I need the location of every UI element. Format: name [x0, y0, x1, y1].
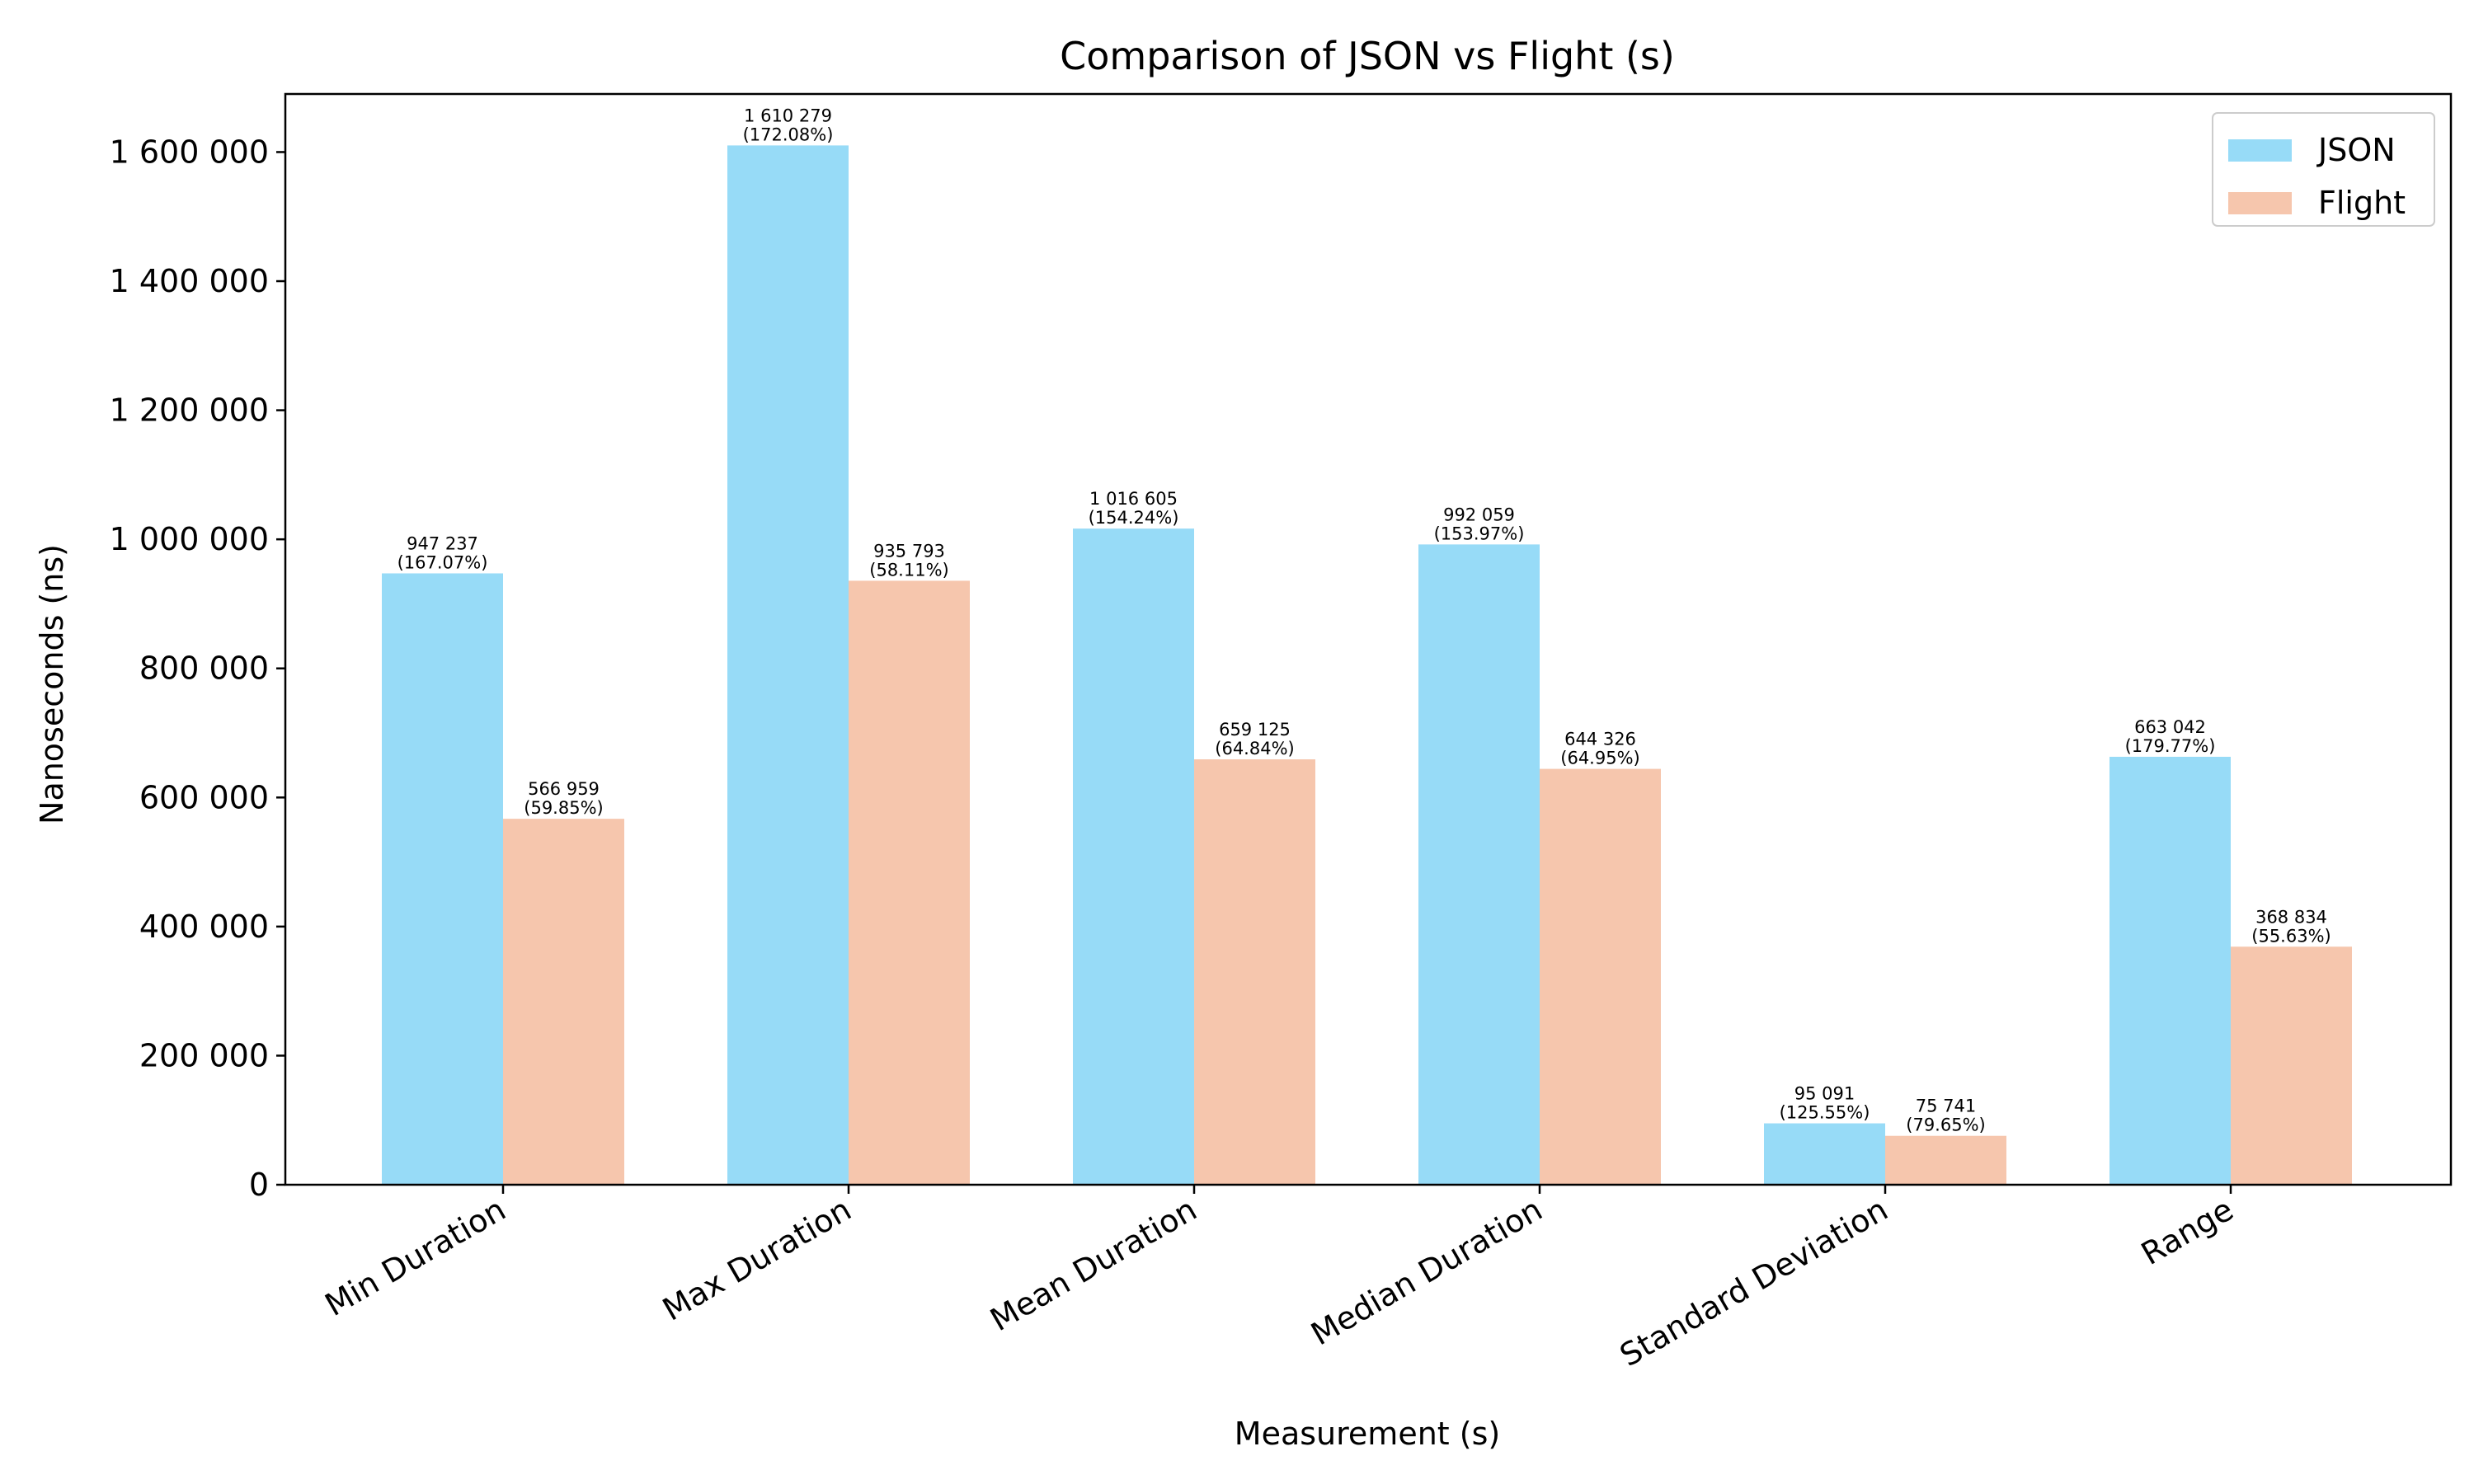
bar-percent-label: (179.77%) — [2125, 736, 2216, 756]
bar-flight-3 — [1540, 768, 1661, 1185]
bar-percent-label: (59.85%) — [524, 798, 603, 818]
chart-title: Comparison of JSON vs Flight (s) — [1060, 34, 1675, 78]
bar-value-label: 1 610 279 — [744, 106, 832, 125]
bar-labels-layer: 947 237(167.07%) 1 610 279(172.08%) 1 016 … — [397, 106, 2331, 1134]
bar-value-label: 992 059 — [1443, 505, 1515, 524]
bar-value-label: 75 741 — [1916, 1097, 1976, 1116]
bar-value-label: 935 793 — [873, 541, 945, 561]
y-tick-label: 800 000 — [139, 650, 269, 687]
legend-swatch-json — [2228, 139, 2292, 162]
bar-value-label: 947 237 — [407, 533, 478, 553]
bar-value-label: 644 326 — [1564, 730, 1636, 749]
bar-json-1 — [727, 145, 849, 1185]
bar-json-5 — [2109, 756, 2231, 1185]
bar-percent-label: (172.08%) — [743, 124, 834, 144]
y-tick-label: 200 000 — [139, 1037, 269, 1073]
legend-label-json: JSON — [2316, 132, 2396, 168]
bar-flight-5 — [2231, 946, 2352, 1185]
bar-percent-label: (153.97%) — [1434, 524, 1525, 543]
plot-frame — [284, 92, 2453, 1186]
bar-flight-1 — [849, 580, 970, 1185]
legend: JSON Flight — [2212, 112, 2435, 227]
bar-json-2 — [1073, 528, 1194, 1185]
y-tick-label: 600 000 — [139, 779, 269, 815]
y-tick-label: 0 — [249, 1167, 269, 1203]
legend-swatch-flight — [2228, 192, 2292, 214]
bar-json-4 — [1764, 1123, 1885, 1185]
bar-flight-2 — [1194, 759, 1315, 1185]
bar-flight-4 — [1885, 1135, 2006, 1185]
bars-layer — [382, 145, 2352, 1185]
bar-flight-0 — [503, 819, 624, 1185]
legend-label-flight: Flight — [2318, 185, 2406, 221]
bar-percent-label: (167.07%) — [397, 552, 488, 572]
y-tick-label: 400 000 — [139, 909, 269, 945]
bar-json-3 — [1418, 544, 1540, 1185]
y-tick-label: 1 200 000 — [110, 392, 269, 429]
bar-percent-label: (79.65%) — [1906, 1115, 1985, 1135]
bar-value-label: 1 016 605 — [1089, 489, 1178, 509]
y-tick-label: 1 600 000 — [110, 134, 269, 170]
bar-value-label: 368 834 — [2255, 907, 2327, 927]
y-tick-label: 1 000 000 — [110, 521, 269, 557]
y-axis-label: Nanoseconds (ns) — [34, 544, 70, 824]
x-axis-label: Measurement (s) — [1235, 1416, 1500, 1452]
bar-value-label: 659 125 — [1219, 720, 1291, 740]
bar-percent-label: (64.84%) — [1215, 739, 1294, 758]
bar-value-label: 566 959 — [528, 779, 600, 799]
bar-json-0 — [382, 573, 503, 1185]
bar-percent-label: (55.63%) — [2251, 926, 2331, 946]
bar-percent-label: (154.24%) — [1089, 508, 1179, 528]
bar-value-label: 95 091 — [1794, 1084, 1855, 1104]
y-tick-label: 1 400 000 — [110, 263, 269, 299]
bar-percent-label: (58.11%) — [869, 560, 948, 580]
bar-percent-label: (125.55%) — [1780, 1103, 1870, 1123]
bar-percent-label: (64.95%) — [1560, 749, 1639, 768]
bar-value-label: 663 042 — [2134, 717, 2206, 737]
